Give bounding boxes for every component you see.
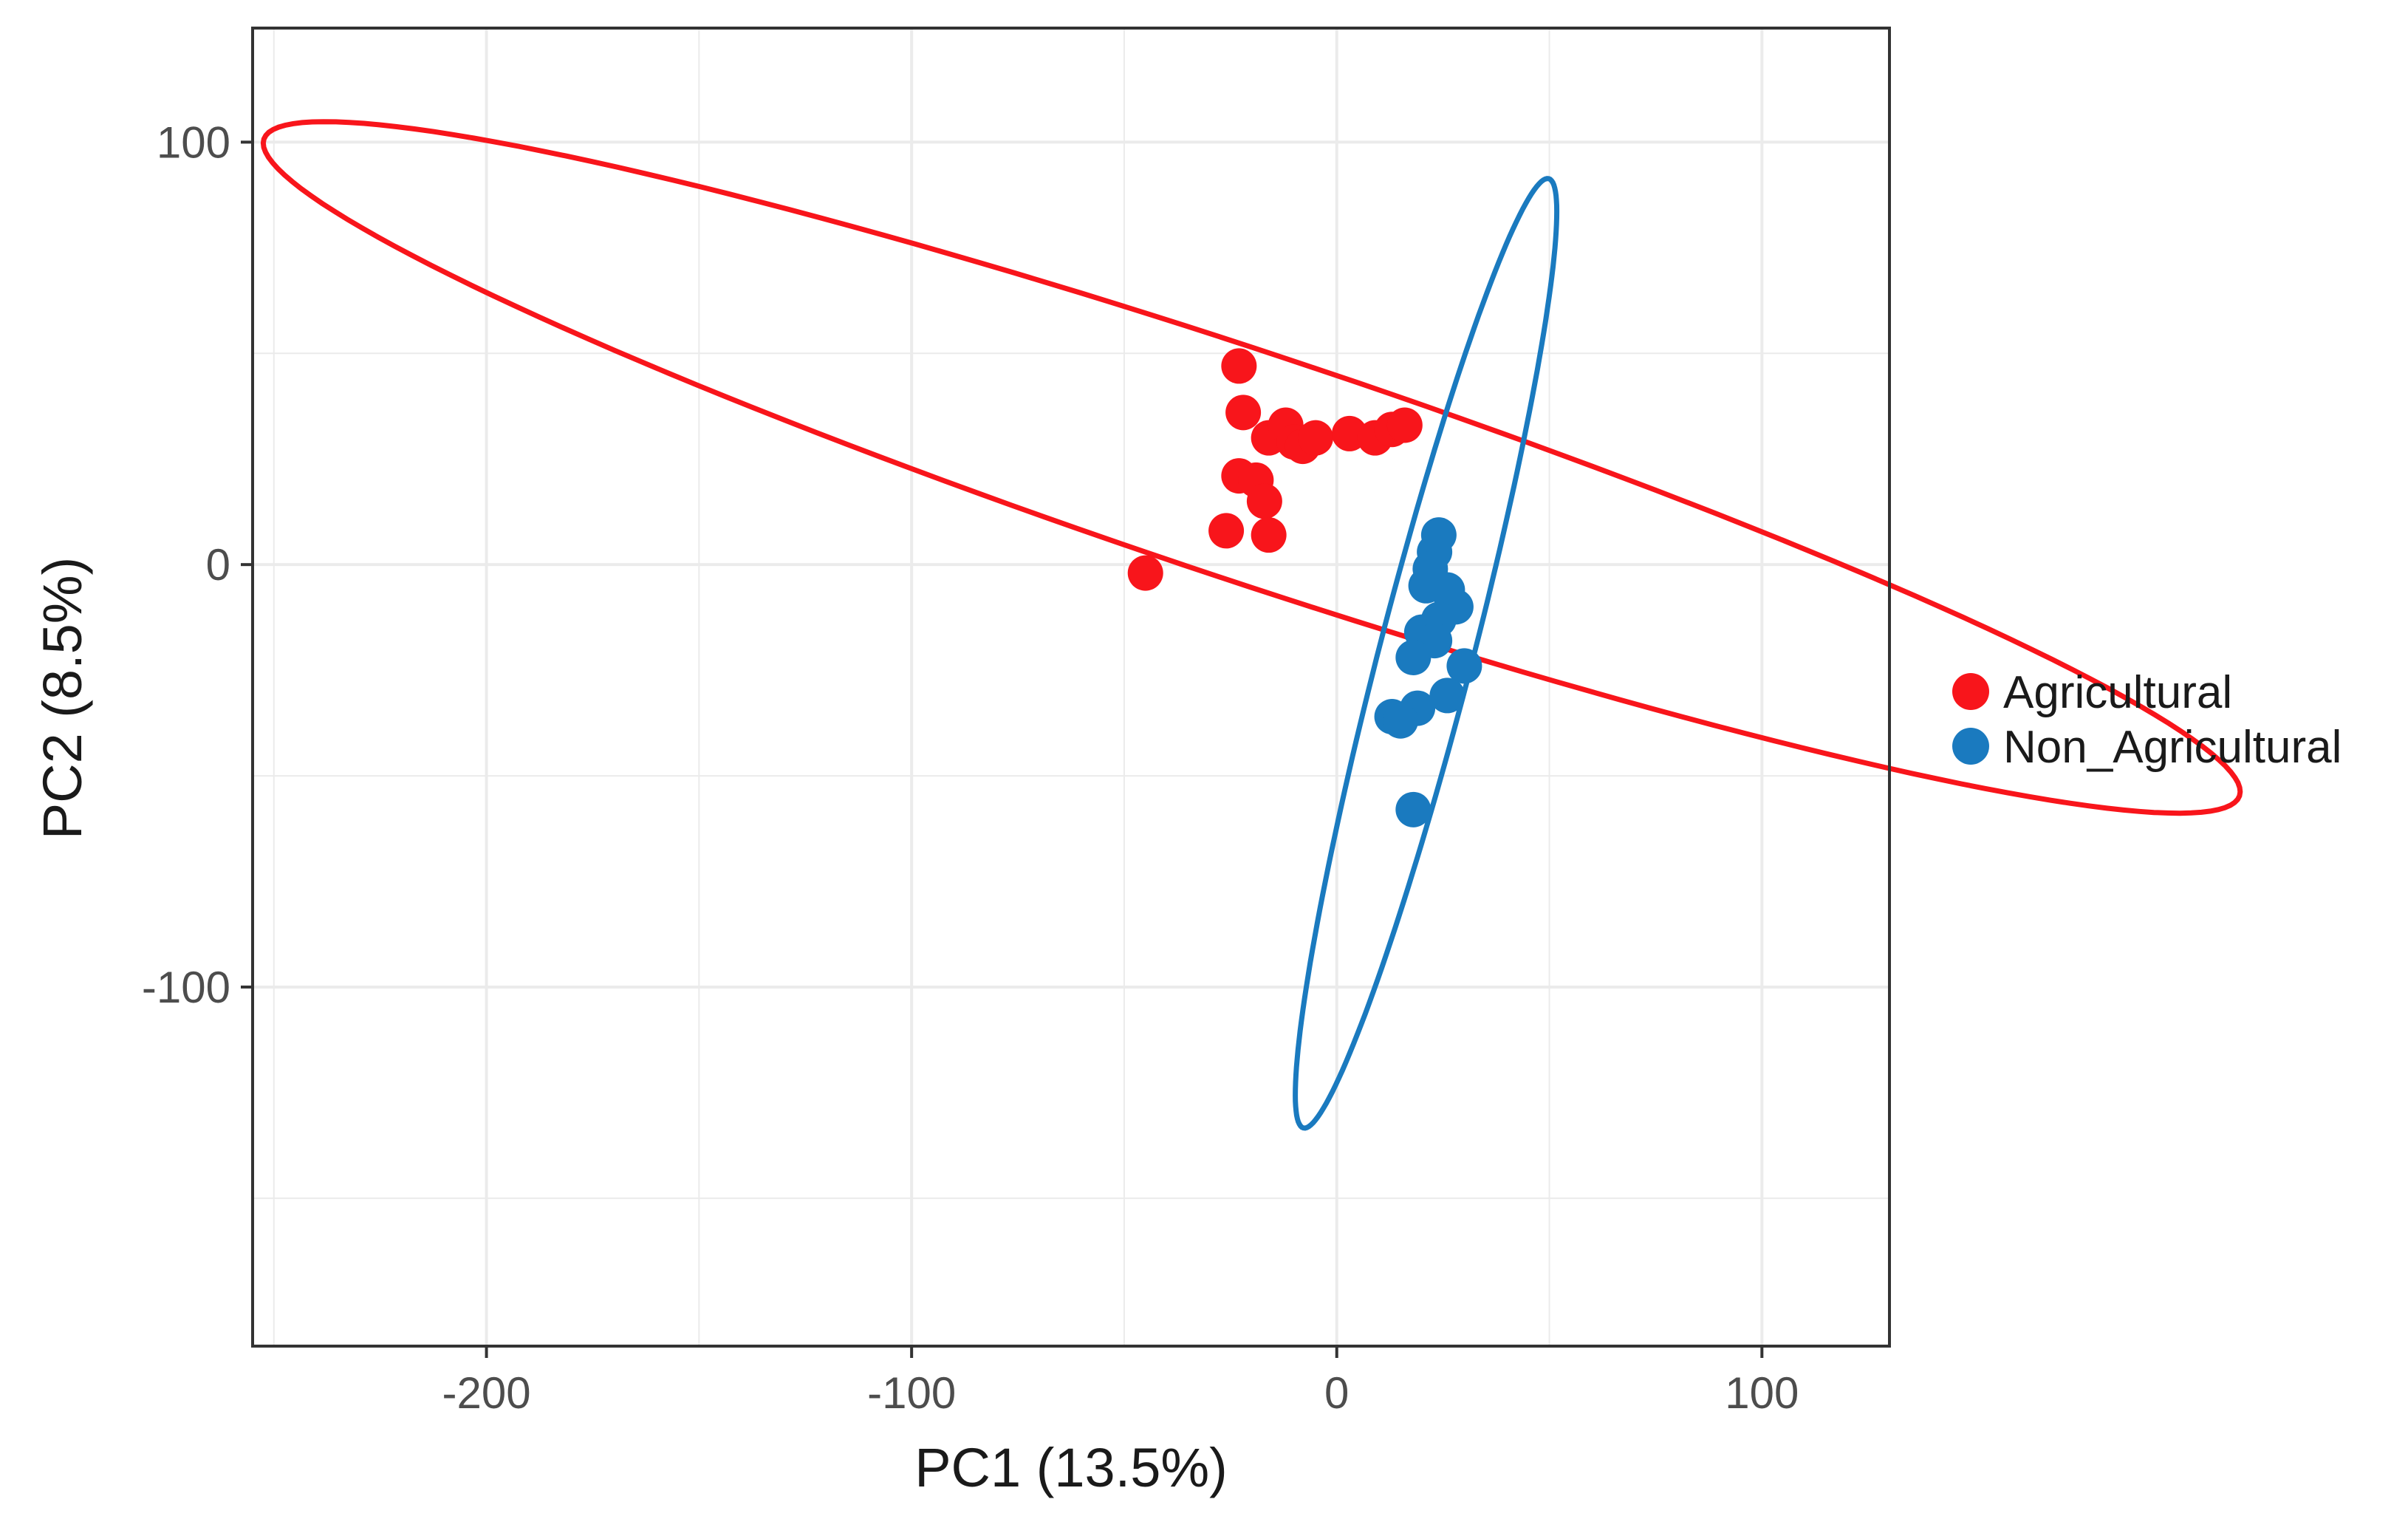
point-non-agricultural <box>1446 648 1482 684</box>
y-tick-label: 100 <box>157 117 230 167</box>
point-agricultural <box>1225 395 1262 431</box>
point-non-agricultural <box>1395 639 1432 675</box>
x-tick-label: 0 <box>1324 1368 1349 1418</box>
y-tick-label: 0 <box>206 540 230 590</box>
y-axis-title: PC2 (8.5%) <box>32 557 93 839</box>
legend: Agricultural Non_Agricultural <box>1952 667 2342 773</box>
ellipse-agricultural <box>260 119 2243 816</box>
major-gridlines <box>253 28 1889 1346</box>
plot-panel <box>253 28 1889 1346</box>
x-tick-label: -100 <box>867 1368 956 1418</box>
minor-gridlines <box>253 28 1889 1346</box>
point-agricultural <box>1386 407 1423 443</box>
point-agricultural <box>1297 420 1333 456</box>
x-tick-label: -200 <box>442 1368 531 1418</box>
legend-key-agricultural <box>1952 673 1989 710</box>
x-axis-title: PC1 (13.5%) <box>914 1437 1228 1498</box>
legend-label-non-agricultural: Non_Agricultural <box>2003 722 2342 773</box>
confidence-ellipses <box>260 119 2243 1131</box>
legend-key-non-agricultural <box>1952 728 1989 765</box>
point-agricultural <box>1127 555 1163 591</box>
point-agricultural <box>1246 483 1282 519</box>
plot-panel-border <box>251 27 1891 1348</box>
ellipse-non-agricultural <box>1293 176 1560 1131</box>
data-points <box>1127 348 1482 827</box>
point-non-agricultural <box>1395 791 1432 827</box>
legend-label-agricultural: Agricultural <box>2003 667 2232 718</box>
point-non-agricultural <box>1429 677 1465 714</box>
axis-ticks: -200 -100 0 100 100 0 -100 <box>142 117 1799 1418</box>
x-tick-label: 100 <box>1725 1368 1799 1418</box>
y-tick-label: -100 <box>142 963 230 1012</box>
point-agricultural <box>1221 348 1257 384</box>
point-agricultural <box>1251 517 1287 553</box>
point-agricultural <box>1208 513 1245 549</box>
point-non-agricultural <box>1383 703 1419 739</box>
